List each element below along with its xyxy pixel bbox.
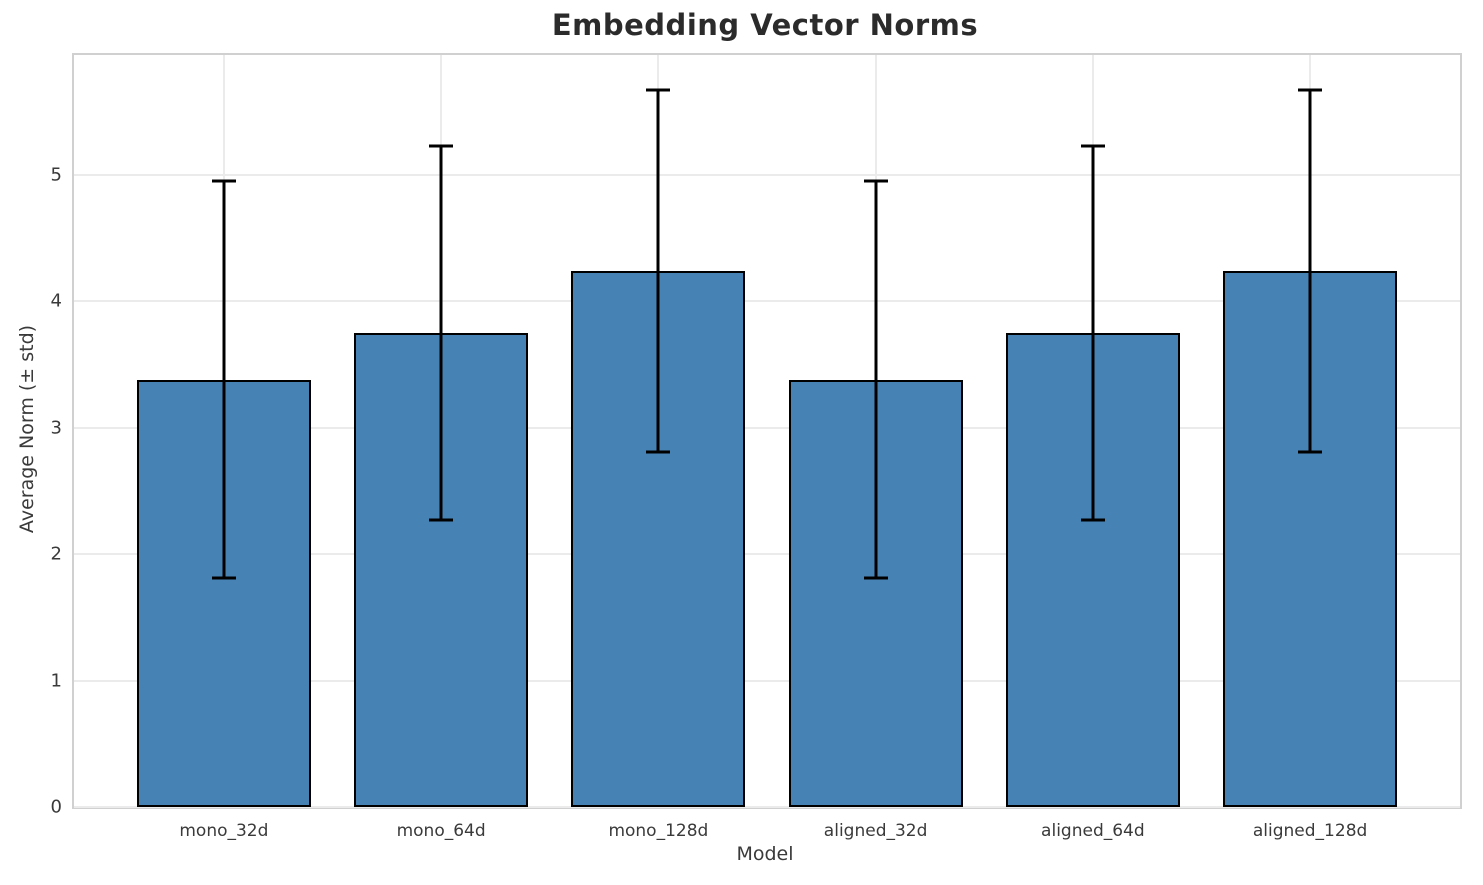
x-tick-label: mono_128d	[608, 821, 709, 841]
x-tick-label: aligned_128d	[1252, 821, 1368, 841]
bar-aligned_32d	[788, 379, 963, 807]
y-tick-label: 5	[50, 164, 62, 186]
error-bar-cap-bottom	[646, 450, 671, 454]
x-tick-label: mono_32d	[179, 821, 269, 841]
y-tick-label: 2	[50, 543, 62, 565]
error-bar-line	[222, 181, 226, 579]
error-bar-cap-top	[646, 88, 671, 92]
h-gridline	[74, 426, 1460, 429]
x-axis-label: Model	[736, 843, 794, 865]
error-bar-cap-top	[1298, 88, 1323, 92]
h-gridline	[74, 553, 1460, 556]
plot-area: 0 1 2 3 4 5 mono_32d mono_64d mono_128d aligned_3…	[51, 53, 1462, 841]
y-tick-label: 4	[50, 290, 62, 312]
y-axis-label: Average Norm (± std)	[16, 324, 38, 534]
y-tick-label: 1	[50, 670, 62, 692]
error-bar-cap-top	[863, 179, 888, 183]
error-bar-line	[874, 181, 878, 579]
error-bar-cap-top	[211, 179, 236, 183]
error-bar-line	[656, 90, 660, 452]
error-bar-cap-bottom	[1080, 518, 1105, 522]
h-gridline	[74, 679, 1460, 682]
error-bar-cap-bottom	[429, 518, 454, 522]
error-bar-cap-bottom	[1298, 450, 1323, 454]
error-bar-cap-top	[429, 144, 454, 148]
error-bar-cap-bottom	[211, 576, 236, 580]
h-gridline	[74, 300, 1460, 303]
h-gridline	[74, 174, 1460, 177]
h-gridline	[74, 806, 1460, 808]
chart-title: Embedding Vector Norms	[551, 8, 979, 42]
error-bar-line	[1308, 90, 1312, 452]
x-tick-label: mono_64d	[396, 821, 486, 841]
x-tick-label: aligned_64d	[1041, 821, 1145, 841]
error-bar-cap-bottom	[863, 576, 888, 580]
error-bar-line	[439, 145, 443, 521]
error-bar-line	[1091, 145, 1095, 521]
y-tick-label: 3	[50, 417, 62, 439]
x-tick-label: aligned_32d	[823, 821, 928, 841]
error-bar-cap-top	[1080, 144, 1105, 148]
y-tick-label: 0	[50, 796, 62, 818]
